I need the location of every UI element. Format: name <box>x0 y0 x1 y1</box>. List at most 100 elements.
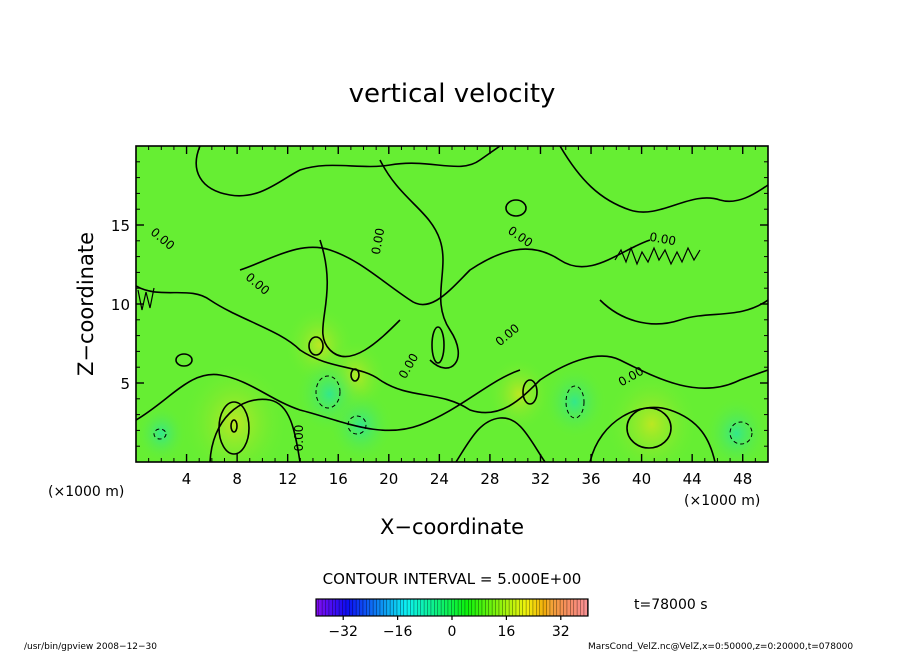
colorbar-cell <box>506 599 511 616</box>
colorbar-cell <box>336 599 341 616</box>
x-tick-label: 24 <box>430 470 449 488</box>
colorbar-cell <box>346 599 351 616</box>
colorbar-cell <box>516 599 521 616</box>
colorbar-cell <box>472 599 477 616</box>
downdraft-blob <box>328 388 394 462</box>
colorbar-tick-label: −32 <box>328 624 358 640</box>
colorbar-cell <box>380 599 385 616</box>
contour-zero-line <box>136 369 521 432</box>
colorbar-cell <box>492 599 497 616</box>
colorbar-cell <box>329 599 334 616</box>
colorbar-cell <box>577 599 582 616</box>
contour-interval-label: CONTOUR INTERVAL = 5.000E+00 <box>323 570 582 588</box>
colorbar-cell <box>411 599 416 616</box>
colorbar-cell <box>394 599 399 616</box>
contour-updraft <box>308 336 324 356</box>
colorbar-cell <box>397 599 402 616</box>
colorbar-cell <box>503 599 507 616</box>
contour-zero-line <box>589 406 716 462</box>
colorbar-cell <box>567 599 572 616</box>
colorbar-cell <box>533 599 538 616</box>
colorbar-cell <box>370 599 375 616</box>
colorbar-cell <box>537 599 541 616</box>
colorbar-cell <box>560 599 565 616</box>
colorbar-cell <box>469 599 473 616</box>
colorbar-cell <box>482 599 487 616</box>
y-tick-label: 15 <box>111 217 130 235</box>
contour-lines-negative <box>153 375 753 445</box>
colorbar-cell <box>435 599 439 616</box>
updraft-blob <box>604 370 699 462</box>
colorbar-cell <box>475 599 480 616</box>
footer-left: /usr/bin/gpview 2008−12−30 <box>24 642 158 652</box>
x-axis: 4 8 12 16 20 24 28 32 36 40 44 48 <box>148 146 756 488</box>
colorbar-cell <box>367 599 371 616</box>
downdraft-blob <box>542 364 608 440</box>
contour-updraft <box>505 199 527 217</box>
x-tick-label: 4 <box>182 470 192 488</box>
contour-updraft <box>175 353 193 367</box>
colorbar-cell <box>360 599 365 616</box>
colorbar-cell <box>543 599 548 616</box>
x-tick-label: 28 <box>480 470 499 488</box>
colorbar-tick-label: 16 <box>497 624 515 640</box>
contour-downdraft <box>565 385 585 419</box>
colorbar-cell <box>513 599 518 616</box>
colorbar-cell <box>322 599 327 616</box>
colorbar-cell <box>316 599 320 616</box>
contour-label: 0.00 <box>292 425 306 452</box>
contour-downdraft <box>315 375 341 409</box>
contour-zero-line <box>455 417 546 462</box>
colorbar-cell <box>401 599 405 616</box>
colorbar <box>316 599 589 616</box>
downdraft-blob <box>136 404 187 462</box>
colorbar-cell <box>387 599 392 616</box>
colorbar-cell <box>326 599 331 616</box>
contour-noise <box>614 246 701 266</box>
contour-zero-line <box>559 146 768 213</box>
updraft-blob <box>486 356 552 432</box>
y-tick-label: 5 <box>120 375 130 393</box>
x-tick-label: 12 <box>278 470 297 488</box>
downdraft-blob <box>704 396 768 462</box>
colorbar-cell <box>353 599 358 616</box>
colorbar-tick-label: −16 <box>383 624 413 640</box>
contour-zero-line <box>239 239 651 306</box>
colorbar-cell <box>438 599 443 616</box>
contour-updraft <box>230 419 238 433</box>
x-unit-label-left: (×1000 m) <box>48 484 124 500</box>
colorbar-cell <box>448 599 453 616</box>
contour-zero-line <box>379 159 460 369</box>
colorbar-cell <box>407 599 412 616</box>
colorbar-cell <box>496 599 501 616</box>
x-tick-label: 32 <box>531 470 550 488</box>
contour-zero-line <box>599 299 768 325</box>
colorbar-cell <box>452 599 456 616</box>
colorbar-cell <box>414 599 419 616</box>
colorbar-cell <box>540 599 545 616</box>
colorbar-cell <box>333 599 337 616</box>
contour-label: 0.00 <box>369 227 387 256</box>
contour-updraft <box>522 379 538 405</box>
colorbar-cell <box>373 599 378 616</box>
colorbar-cell <box>458 599 463 616</box>
colorbar-ticks: −32 −16 0 16 32 <box>328 616 570 640</box>
y-tick-label: 10 <box>111 296 130 314</box>
x-tick-label: 16 <box>329 470 348 488</box>
colorbar-cell <box>424 599 429 616</box>
contour-updraft <box>350 368 360 382</box>
colorbar-cell <box>441 599 446 616</box>
contour-downdraft <box>347 415 367 435</box>
x-unit-label-right: (×1000 m) <box>684 493 760 509</box>
colorbar-cell <box>557 599 562 616</box>
contour-updraft <box>626 407 672 449</box>
colorbar-cell <box>571 599 575 616</box>
contour-downdraft <box>729 421 753 445</box>
colorbar-cell <box>574 599 579 616</box>
contour-zero-line <box>136 285 768 414</box>
chart-title: vertical velocity <box>349 79 556 109</box>
colorbar-cell <box>550 599 555 616</box>
colorbar-cell <box>584 599 589 616</box>
x-tick-label: 8 <box>232 470 242 488</box>
colorbar-cell <box>547 599 552 616</box>
